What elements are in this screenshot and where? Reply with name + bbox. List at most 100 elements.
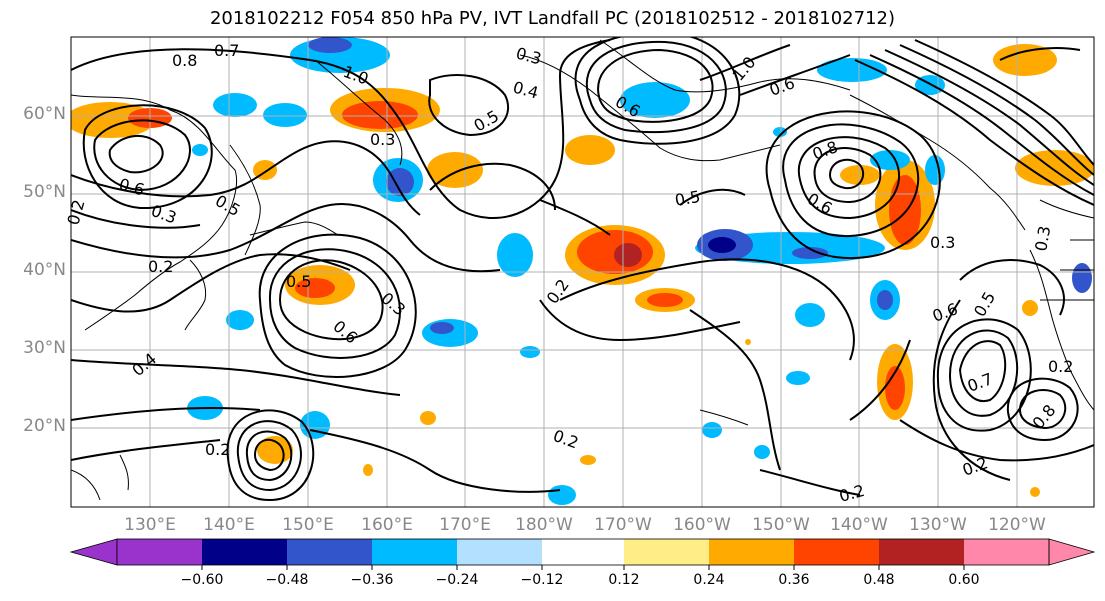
shade-negative (754, 445, 770, 459)
colorbar-bin (624, 539, 709, 565)
colorbar-tick-label: −0.24 (435, 572, 479, 588)
shade-positive (427, 152, 483, 188)
shade-negative (1072, 263, 1092, 293)
gridlines (71, 37, 1094, 507)
contour-label: 0.3 (370, 130, 395, 149)
shade-negative (925, 155, 945, 185)
colorbar-bin (372, 539, 457, 565)
colorbar-bin (709, 539, 794, 565)
lon-label: 120°W (988, 515, 1046, 535)
lat-label: 20°N (23, 416, 66, 436)
lon-label: 170°E (439, 515, 491, 535)
contour-label: 0.2 (148, 257, 173, 276)
shade-negative (877, 290, 893, 310)
colorbar-bin (202, 539, 287, 565)
lon-label: 150°W (752, 515, 810, 535)
shade-negative (795, 303, 825, 327)
colorbar-extend-high (1048, 538, 1096, 566)
contour-lines (71, 37, 1094, 502)
shade-positive (363, 464, 373, 476)
lon-label: 140°E (203, 515, 255, 535)
shade-negative (422, 319, 478, 347)
shade-positive (614, 243, 642, 267)
colorbar-tick-label: −0.36 (350, 572, 394, 588)
shade-positive (342, 101, 418, 129)
lat-label: 40°N (23, 260, 66, 280)
colorbar-bin (794, 539, 879, 565)
colorbar-bin (287, 539, 372, 565)
shade-positive (840, 165, 880, 185)
shading-layer (71, 37, 1094, 505)
shade-negative (702, 422, 722, 438)
shade-negative (708, 237, 736, 253)
shade-negative (817, 58, 887, 82)
contour-label: 0.5 (286, 272, 311, 291)
colorbar-tick-label: 0.36 (778, 572, 810, 588)
colorbar-frame (116, 538, 1050, 566)
colorbar-bin (457, 539, 542, 565)
shade-negative (430, 322, 454, 334)
shade-positive (1030, 487, 1040, 497)
lon-label: 130°W (909, 515, 967, 535)
colorbar-bin (542, 539, 624, 565)
colorbar-tick-label: −0.60 (180, 572, 224, 588)
colorbar (69, 538, 1096, 570)
shade-positive (580, 455, 596, 465)
shade-negative (520, 346, 540, 358)
shade-negative (308, 37, 352, 53)
shade-negative (792, 247, 828, 259)
colorbar-bin (964, 539, 1049, 565)
lon-label: 170°W (594, 515, 652, 535)
contour-label: 0.8 (172, 51, 197, 70)
lon-label: 160°W (673, 515, 731, 535)
colorbar-bin (117, 539, 202, 565)
shade-positive (420, 411, 436, 425)
lon-label: 160°E (361, 515, 413, 535)
shade-negative (773, 127, 787, 137)
lat-label: 60°N (23, 104, 66, 124)
lon-label: 130°E (124, 515, 176, 535)
lon-label: 140°W (830, 515, 888, 535)
colorbar-tick-label: 0.60 (948, 572, 980, 588)
shade-negative (870, 150, 910, 170)
contour-label: 0.2 (1048, 357, 1073, 376)
contour-label: 0.7 (214, 41, 239, 60)
shade-negative (620, 82, 690, 118)
shade-positive (1022, 300, 1038, 316)
lon-label: 180°W (515, 515, 573, 535)
shade-positive (647, 293, 683, 307)
shade-negative (386, 168, 414, 196)
colorbar-tick-label: −0.48 (265, 572, 309, 588)
colorbar-extend-low (69, 538, 118, 566)
coastlines (71, 39, 1094, 501)
shade-positive (993, 44, 1057, 76)
lat-label: 30°N (23, 338, 66, 358)
shade-positive (1015, 150, 1094, 186)
shade-positive (885, 366, 905, 410)
contour-label: 0.3 (930, 233, 955, 252)
colorbar-tick-label: 0.48 (863, 572, 895, 588)
shade-positive (745, 339, 751, 345)
colorbar-tick-label: −0.12 (520, 572, 564, 588)
colorbar-tick-label: 0.12 (608, 572, 640, 588)
contour-label: 0.3 (1031, 224, 1054, 252)
shade-negative (192, 144, 208, 156)
map-title: 2018102212 F054 850 hPa PV, IVT Landfall… (209, 8, 896, 29)
colorbar-tick-label: 0.24 (693, 572, 725, 588)
colorbar-bin (879, 539, 964, 565)
shade-negative (263, 103, 307, 127)
lon-label: 150°E (282, 515, 334, 535)
shade-negative (213, 93, 257, 117)
contour-label: 0.5 (673, 187, 701, 210)
shade-positive (295, 278, 335, 298)
contour-label: 0.2 (205, 440, 230, 459)
shade-negative (548, 485, 576, 505)
shade-positive (71, 102, 155, 138)
shade-positive (565, 135, 615, 165)
lat-label: 50°N (23, 182, 66, 202)
shade-positive (889, 175, 921, 245)
axes-frame (70, 36, 1095, 508)
shade-negative (226, 310, 254, 330)
shade-negative (786, 371, 810, 385)
